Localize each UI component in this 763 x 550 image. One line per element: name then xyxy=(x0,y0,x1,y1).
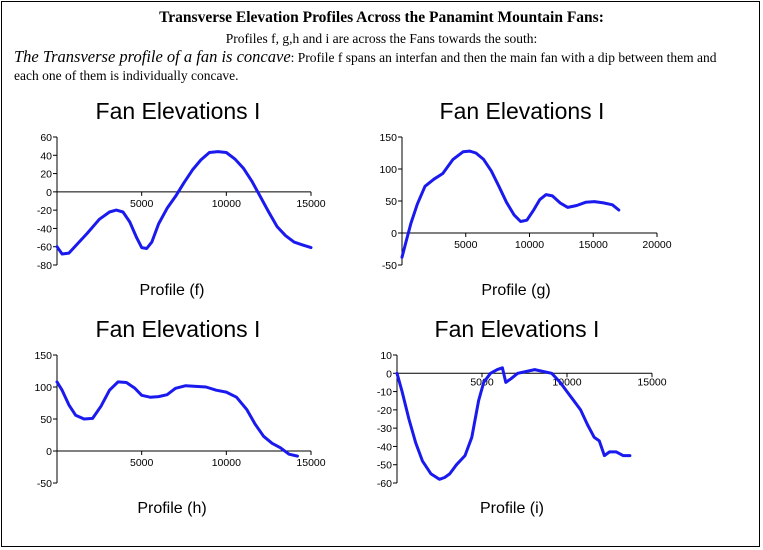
x-tick-label-i: 10000 xyxy=(552,376,581,388)
profile-label-i: Profile (i) xyxy=(480,500,544,517)
y-tick-label-g: 50 xyxy=(385,196,397,208)
x-tick-label-f: 10000 xyxy=(212,198,241,210)
panel-title-i: Fan Elevations I xyxy=(435,316,600,342)
y-tick-label-f: -60 xyxy=(37,242,52,254)
x-tick-label-i: 5000 xyxy=(470,376,494,388)
y-tick-label-f: -80 xyxy=(37,260,52,272)
x-tick-label-h: 10000 xyxy=(212,457,241,469)
y-tick-label-g: 150 xyxy=(379,132,397,144)
profile-label-h: Profile (h) xyxy=(137,500,206,517)
y-tick-label-i: -50 xyxy=(377,460,392,472)
panel-title-f: Fan Elevations I xyxy=(96,98,261,124)
chart-panel-h: Fan Elevations I 150 100 50 0 -50 5000 10000 150… xyxy=(34,316,325,517)
y-tick-label-i: -60 xyxy=(377,478,392,490)
y-tick-label-h: 0 xyxy=(46,446,52,458)
y-tick-label-i: 10 xyxy=(380,350,392,362)
y-tick-label-f: 0 xyxy=(46,187,52,199)
y-tick-label-f: 20 xyxy=(40,169,52,181)
x-tick-label-g: 5000 xyxy=(454,239,478,251)
y-tick-label-h: 150 xyxy=(34,350,52,362)
description-lead: The Transverse profile of a fan is conca… xyxy=(14,47,291,66)
x-tick-label-h: 15000 xyxy=(296,457,325,469)
y-tick-label-f: 40 xyxy=(40,150,52,162)
series-line-f xyxy=(55,150,313,256)
x-tick-label-g: 10000 xyxy=(515,239,544,251)
page-title: Transverse Elevation Profiles Across the… xyxy=(159,9,604,26)
x-tick-label-h: 5000 xyxy=(130,457,154,469)
page-subtitle: Profiles f, g,h and i are across the Fan… xyxy=(225,31,538,46)
y-tick-label-g: -50 xyxy=(382,260,397,272)
y-tick-label-i: -40 xyxy=(377,441,392,453)
y-tick-label-f: 60 xyxy=(40,132,52,144)
y-tick-label-f: -20 xyxy=(37,205,52,217)
series-line-i xyxy=(395,366,632,481)
profile-label-f: Profile (f) xyxy=(140,282,205,299)
y-tick-label-i: 0 xyxy=(386,368,392,380)
x-tick-label-f: 5000 xyxy=(130,198,154,210)
x-tick-label-i: 15000 xyxy=(637,376,666,388)
series-line-h xyxy=(55,380,299,458)
chart-panel-f: Fan Elevations I 60 40 20 0 -20 -40 -60 -80 5000 1… xyxy=(37,98,326,299)
profile-label-g: Profile (g) xyxy=(481,282,550,299)
panel-title-g: Fan Elevations I xyxy=(440,98,605,124)
y-tick-label-h: 50 xyxy=(40,414,52,426)
panel-title-h: Fan Elevations I xyxy=(96,316,261,342)
chart-panel-g: Fan Elevations I 150 100 50 0 -50 5000 10000 150… xyxy=(379,98,671,299)
x-tick-label-f: 15000 xyxy=(296,198,325,210)
y-tick-label-h: 100 xyxy=(34,382,52,394)
description-rest: : Profile f spans an interfan and then t… xyxy=(14,50,717,83)
description-paragraph: The Transverse profile of a fan is conca… xyxy=(14,48,744,85)
series-line-g xyxy=(400,149,621,259)
y-tick-label-f: -40 xyxy=(37,223,52,235)
y-tick-label-i: -30 xyxy=(377,423,392,435)
y-tick-label-g: 100 xyxy=(379,164,397,176)
y-tick-label-g: 0 xyxy=(391,228,397,240)
x-tick-label-g: 15000 xyxy=(579,239,608,251)
y-tick-label-i: -10 xyxy=(377,387,392,399)
chart-panel-i: Fan Elevations I 10 0 -10 -20 -30 -40 -50 -60 500… xyxy=(377,316,667,517)
x-tick-label-g: 20000 xyxy=(642,239,671,251)
y-tick-label-h: -50 xyxy=(37,478,52,490)
y-tick-label-i: -20 xyxy=(377,405,392,417)
